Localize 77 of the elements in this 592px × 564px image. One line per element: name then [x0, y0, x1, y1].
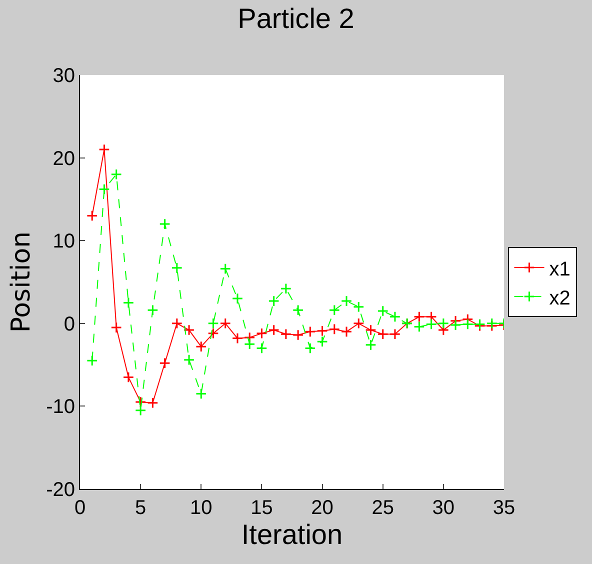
x-tick-label: 35	[492, 497, 516, 519]
point	[122, 372, 134, 383]
legend-label: x1	[549, 258, 570, 280]
point	[316, 336, 328, 348]
point	[414, 311, 425, 322]
point	[195, 388, 207, 400]
point	[110, 168, 122, 180]
point	[389, 328, 401, 340]
point	[171, 262, 183, 274]
point	[147, 397, 158, 409]
point	[304, 326, 316, 338]
y-tick-label: 10	[52, 230, 75, 253]
point	[183, 354, 195, 366]
y-tick-label: -10	[46, 396, 75, 418]
y-tick-label: 30	[52, 65, 75, 87]
point	[328, 304, 340, 316]
point	[377, 305, 389, 317]
y-tick-label: 0	[64, 313, 75, 336]
point	[292, 304, 304, 316]
point	[316, 325, 328, 336]
legend-label: x2	[549, 287, 570, 310]
point	[159, 357, 170, 369]
x-tick-label: 25	[372, 497, 394, 519]
point	[304, 342, 316, 354]
point	[195, 340, 207, 352]
x-tick-label: 30	[432, 497, 455, 519]
point	[86, 355, 98, 366]
point	[134, 396, 146, 408]
point	[389, 311, 401, 322]
point	[208, 328, 219, 339]
chart-title: Particle 2	[238, 3, 354, 34]
point	[86, 210, 98, 222]
point	[414, 321, 425, 332]
point	[340, 295, 352, 307]
x-tick-label: 5	[135, 497, 146, 519]
y-tick-label: -20	[46, 479, 75, 501]
point	[232, 292, 244, 304]
point	[377, 328, 389, 340]
point	[208, 318, 219, 330]
point	[110, 322, 122, 334]
x-tick-label: 10	[190, 497, 212, 519]
x-tick-label: 20	[311, 497, 334, 519]
point	[365, 324, 376, 336]
point	[268, 324, 280, 336]
x-axis-title: Iteration	[241, 519, 343, 550]
point	[159, 218, 170, 230]
point	[98, 184, 110, 195]
point	[438, 318, 450, 330]
point	[134, 404, 146, 416]
point	[340, 326, 352, 338]
point	[426, 311, 437, 322]
point	[486, 318, 498, 330]
point	[280, 282, 292, 294]
point	[450, 319, 462, 331]
point	[220, 263, 232, 274]
point	[280, 328, 292, 340]
point	[352, 318, 364, 330]
point	[244, 338, 256, 350]
point	[232, 332, 244, 344]
point	[292, 329, 304, 341]
point	[462, 318, 474, 330]
point	[365, 339, 376, 351]
point	[256, 342, 268, 354]
point	[328, 324, 340, 335]
point	[98, 144, 110, 156]
point	[147, 304, 158, 316]
point	[171, 318, 183, 330]
y-tick-label: 20	[52, 148, 75, 170]
x-tick-label: 15	[250, 497, 273, 519]
point	[256, 328, 268, 339]
point	[183, 324, 195, 336]
point	[352, 301, 364, 312]
point	[220, 318, 232, 330]
point	[268, 295, 280, 307]
y-axis-title: Position	[6, 231, 36, 333]
point	[426, 318, 437, 330]
point	[122, 297, 134, 308]
